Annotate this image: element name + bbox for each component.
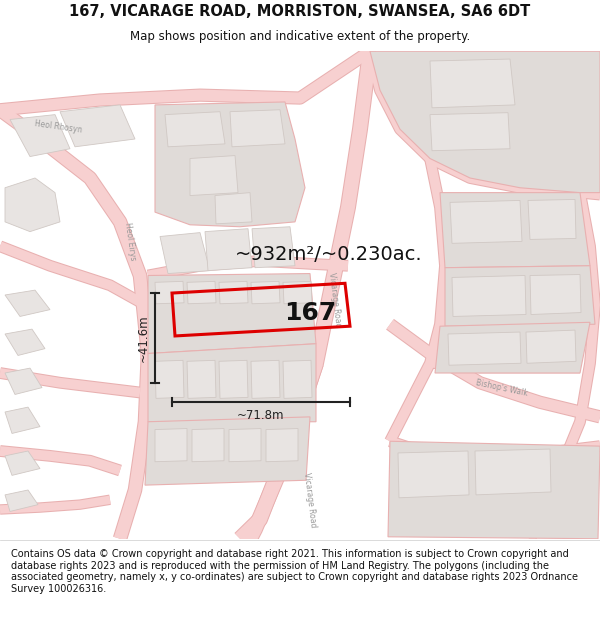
Polygon shape [445, 266, 595, 326]
Text: Bishop's Walk: Bishop's Walk [475, 378, 529, 398]
Text: ~71.8m: ~71.8m [237, 409, 285, 422]
Polygon shape [215, 192, 252, 224]
Polygon shape [530, 274, 581, 314]
Polygon shape [283, 361, 312, 398]
Polygon shape [192, 429, 224, 462]
Polygon shape [155, 429, 187, 462]
Polygon shape [251, 361, 280, 398]
Polygon shape [60, 105, 135, 147]
Text: ~41.6m: ~41.6m [137, 314, 149, 362]
Polygon shape [448, 332, 521, 365]
Polygon shape [5, 368, 42, 394]
Polygon shape [148, 344, 316, 422]
Polygon shape [155, 102, 305, 227]
Polygon shape [219, 281, 248, 304]
Polygon shape [190, 156, 238, 196]
Polygon shape [475, 449, 551, 495]
Polygon shape [148, 274, 316, 354]
Text: ~932m²/~0.230ac.: ~932m²/~0.230ac. [235, 244, 422, 264]
Text: Vicarage Road: Vicarage Road [327, 272, 343, 328]
Polygon shape [283, 281, 312, 304]
Polygon shape [187, 281, 216, 304]
Polygon shape [430, 112, 510, 151]
Polygon shape [145, 417, 310, 485]
Polygon shape [398, 451, 469, 498]
Polygon shape [5, 451, 40, 476]
Polygon shape [526, 330, 576, 363]
Polygon shape [155, 281, 184, 304]
Polygon shape [251, 281, 280, 304]
Polygon shape [229, 429, 261, 462]
Polygon shape [5, 490, 38, 511]
Polygon shape [165, 112, 225, 147]
Text: Heol Rhosyn: Heol Rhosyn [34, 119, 82, 135]
Polygon shape [219, 361, 248, 398]
Text: Contains OS data © Crown copyright and database right 2021. This information is : Contains OS data © Crown copyright and d… [11, 549, 578, 594]
Polygon shape [440, 192, 590, 268]
Polygon shape [5, 178, 60, 232]
Text: 167: 167 [284, 301, 336, 324]
Polygon shape [450, 201, 522, 243]
Text: 167, VICARAGE ROAD, MORRISTON, SWANSEA, SA6 6DT: 167, VICARAGE ROAD, MORRISTON, SWANSEA, … [70, 4, 530, 19]
Text: Heol Eirys: Heol Eirys [123, 222, 137, 261]
Polygon shape [452, 276, 526, 316]
Polygon shape [435, 322, 590, 373]
Polygon shape [160, 232, 210, 274]
Polygon shape [370, 51, 600, 192]
Polygon shape [5, 290, 50, 316]
Text: Map shows position and indicative extent of the property.: Map shows position and indicative extent… [130, 31, 470, 43]
Polygon shape [528, 199, 576, 239]
Polygon shape [10, 114, 70, 156]
Polygon shape [5, 407, 40, 434]
Polygon shape [155, 361, 184, 398]
Polygon shape [205, 229, 252, 271]
Polygon shape [187, 361, 216, 398]
Polygon shape [5, 329, 45, 356]
Polygon shape [252, 227, 295, 268]
Polygon shape [430, 59, 515, 108]
Polygon shape [230, 110, 285, 147]
Text: Vicarage Road: Vicarage Road [302, 472, 318, 528]
Polygon shape [388, 441, 600, 539]
Polygon shape [266, 429, 298, 462]
